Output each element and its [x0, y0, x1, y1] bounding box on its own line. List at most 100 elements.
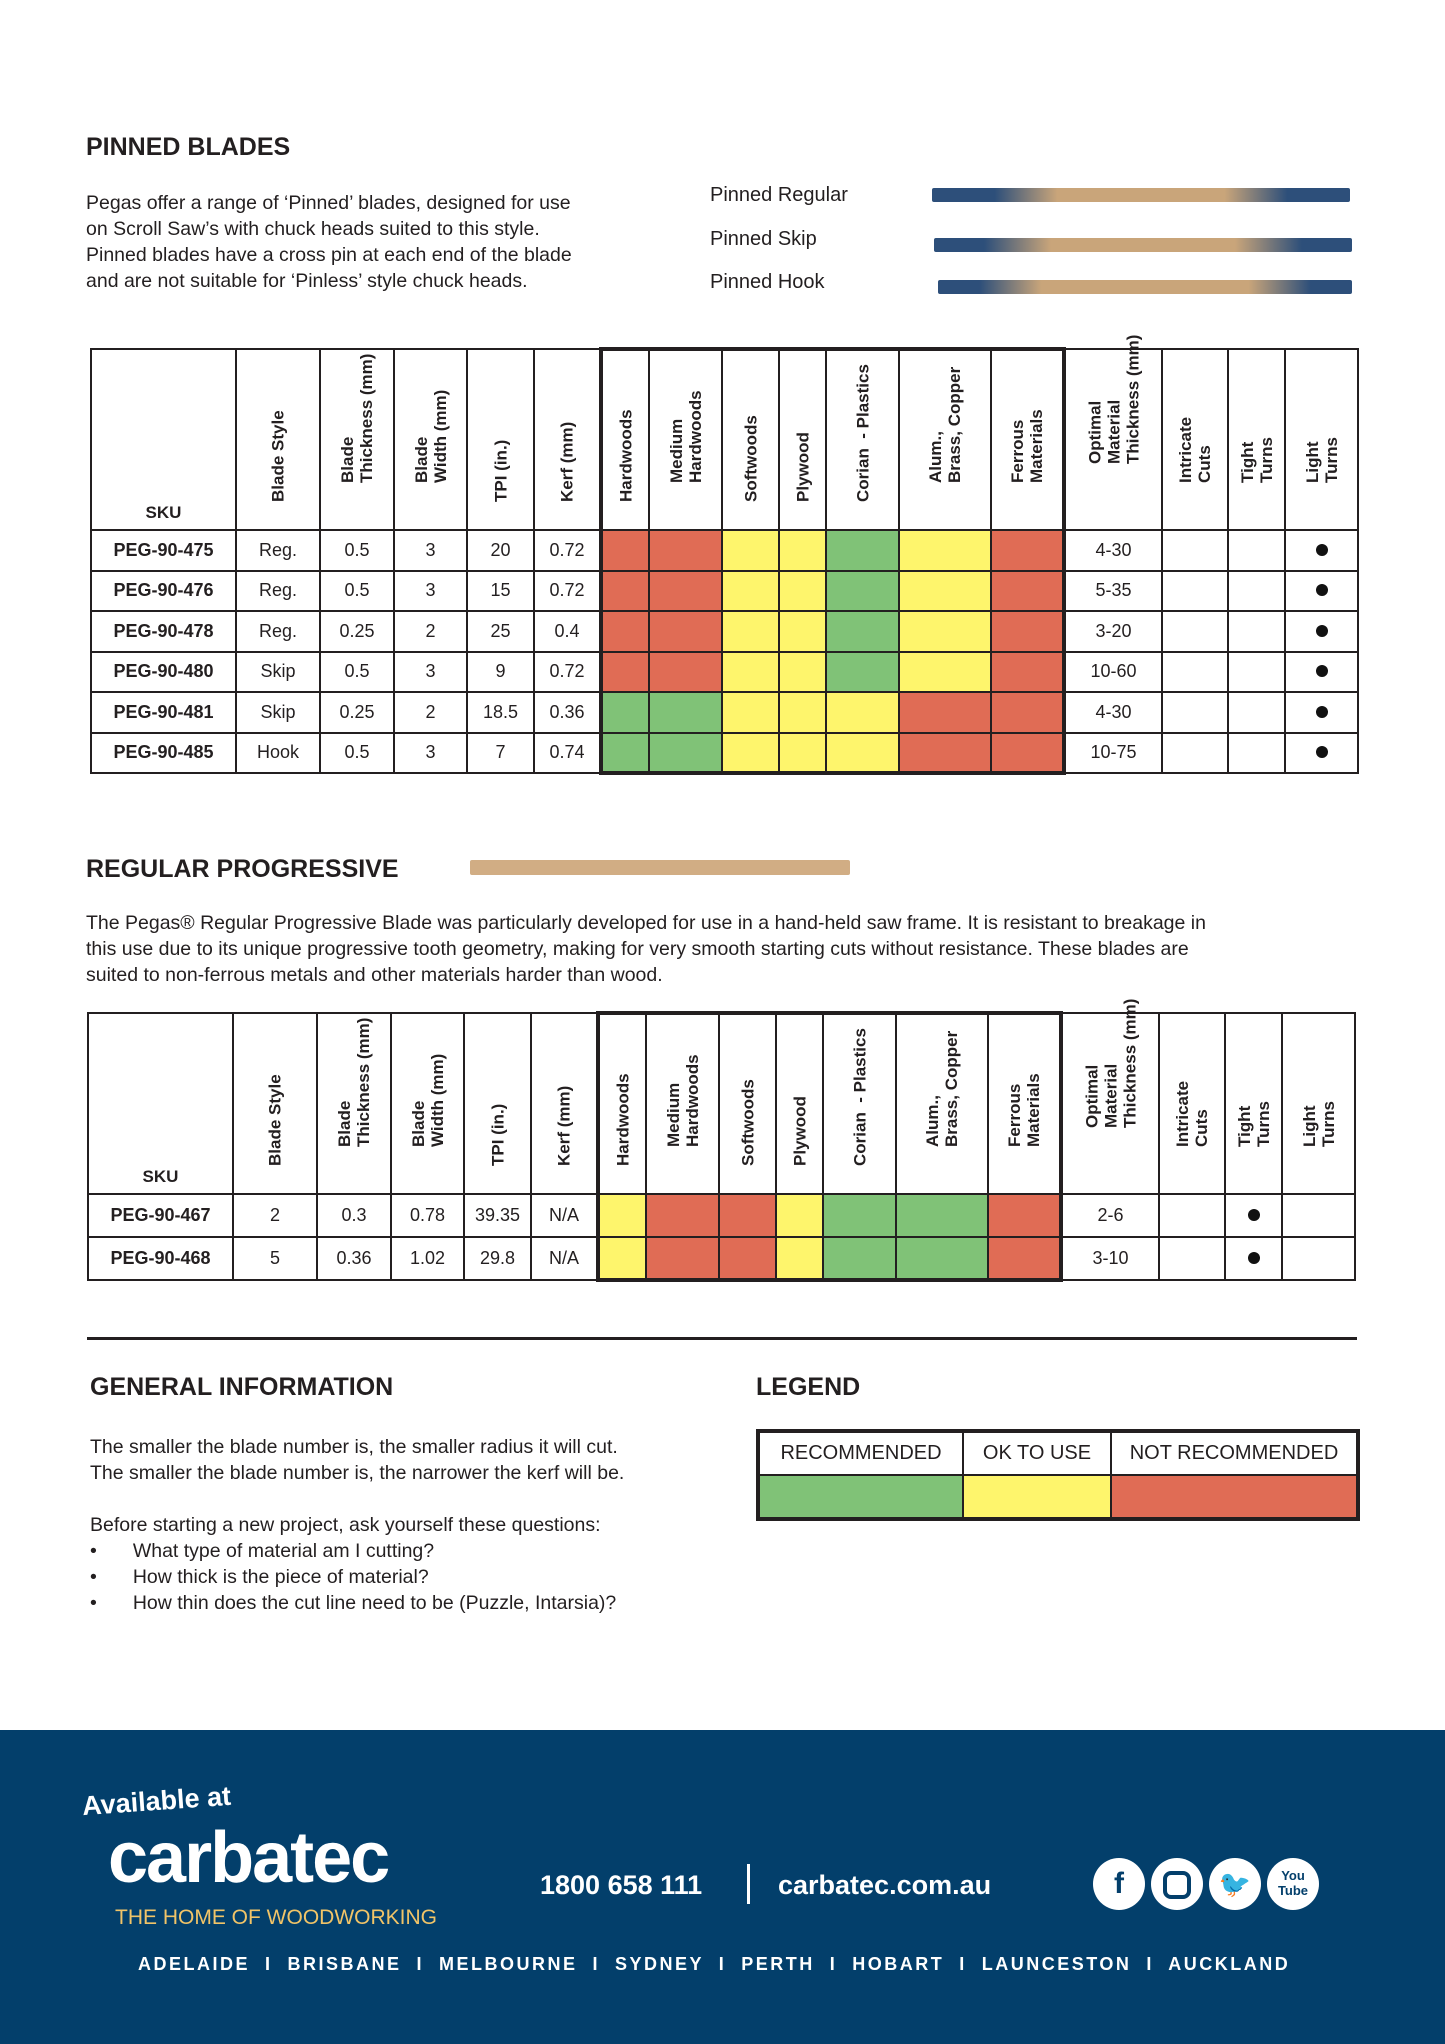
cell-intricate [1161, 569, 1229, 612]
header-label: Kerf (mm) [557, 421, 577, 502]
bullet-item: • How thick is the piece of material? [90, 1566, 429, 1588]
cell-intricate [1161, 610, 1229, 653]
header-label: Plywood [790, 1096, 809, 1166]
header-label: Blade Style [265, 1074, 285, 1166]
cell-thick: 0.5 [319, 569, 395, 612]
material-rating-cell [599, 610, 650, 653]
header-label: Optimal Material Thickness (mm) [1082, 998, 1139, 1128]
material-rating-cell [895, 1193, 989, 1238]
material-rating-cell [825, 569, 900, 612]
header-label: Light Turns [1299, 1101, 1338, 1147]
material-rating-cell [596, 1193, 647, 1238]
material-rating-cell [990, 610, 1066, 653]
material-rating-cell [599, 691, 650, 734]
cell-width: 2 [393, 691, 468, 734]
progressive-title: REGULAR PROGRESSIVE [86, 855, 399, 883]
cell-sku: PEG-90-481 [90, 691, 237, 734]
cell-sku: PEG-90-478 [90, 610, 237, 653]
website-link[interactable]: carbatec.com.au [778, 1870, 992, 1900]
material-rating-cell [648, 610, 723, 653]
header-col: Kerf (mm) [533, 348, 602, 531]
carbatec-logo: carbatec [108, 1818, 390, 1898]
instagram-icon[interactable] [1151, 1858, 1203, 1910]
youtube-icon[interactable]: You Tube [1267, 1858, 1319, 1910]
separator [747, 1864, 750, 1904]
twitter-icon[interactable]: 🐦 [1209, 1858, 1261, 1910]
material-rating-cell [898, 650, 992, 693]
cell-thick: 0.36 [316, 1236, 392, 1281]
legend-ok: OK TO USE [962, 1430, 1112, 1476]
material-rating-cell [825, 610, 900, 653]
tagline: THE HOME OF WOODWORKING [115, 1906, 437, 1929]
table-row: PEG-90-468 5 0.36 1.02 29.8 N/A 3-10 [87, 1236, 1356, 1282]
header-label: Alum., Brass, Copper [926, 366, 964, 483]
material-rating-cell [648, 731, 723, 775]
material-rating-cell [721, 610, 780, 653]
pinned-regular-blade-image [932, 188, 1350, 202]
header-label: Optimal Material Thickness (mm) [1085, 334, 1142, 464]
text-line: suited to non-ferrous metals and other m… [86, 964, 663, 986]
header-col: Alum., Brass, Copper [895, 1011, 989, 1195]
available-at: Available at [81, 1780, 232, 1822]
cell-sku: PEG-90-475 [90, 529, 237, 572]
header-col: Light Turns [1281, 1012, 1356, 1195]
text-line: this use due to its unique progressive t… [86, 938, 1189, 960]
material-rating-cell [898, 569, 992, 612]
cell-optimal-thickness: 3-10 [1060, 1236, 1160, 1281]
header-col: Blade Style [232, 1012, 318, 1195]
facebook-icon[interactable]: f [1093, 1858, 1145, 1910]
cell-tpi: 39.35 [463, 1193, 532, 1238]
material-rating-cell [778, 731, 827, 775]
material-rating-cell [599, 569, 650, 612]
cell-sku: PEG-90-485 [90, 731, 237, 774]
material-rating-cell [825, 691, 900, 734]
cell-kerf: 0.74 [533, 731, 602, 774]
general-text: The smaller the blade number is, the sma… [90, 1434, 624, 1616]
dot-icon [1315, 584, 1328, 597]
material-rating-cell [778, 650, 827, 693]
bullet-item: • What type of material am I cutting? [90, 1540, 435, 1562]
cell-tight [1227, 691, 1286, 734]
bullet-text: How thick is the piece of material? [132, 1566, 429, 1588]
material-rating-cell [778, 610, 827, 653]
material-rating-cell [645, 1193, 720, 1238]
cell-style: 2 [232, 1193, 318, 1238]
cell-sku: PEG-90-476 [90, 569, 237, 612]
cell-width: 3 [393, 529, 468, 572]
header-col: TPI (in.) [463, 1012, 532, 1195]
cell-optimal-thickness: 3-20 [1063, 610, 1163, 653]
cell-width: 3 [393, 650, 468, 693]
text-line: Pegas offer a range of ‘Pinned’ blades, … [86, 192, 571, 214]
header-col: Corian - Plastics [825, 347, 900, 531]
blade-label-hook: Pinned Hook [710, 271, 825, 293]
cell-thick: 0.5 [319, 529, 395, 572]
material-rating-cell [721, 731, 780, 775]
city-list: ADELAIDE I BRISBANE I MELBOURNE I SYDNEY… [138, 1954, 1291, 1974]
cell-tight [1227, 650, 1286, 693]
header-col: Blade Width (mm) [390, 1012, 465, 1195]
material-rating-cell [778, 529, 827, 572]
cell-light [1284, 731, 1359, 774]
header-col: Softwoods [721, 347, 780, 531]
phone[interactable]: 1800 658 111 [540, 1870, 703, 1900]
header-col: Kerf (mm) [530, 1012, 599, 1195]
text-line: on Scroll Saw’s with chuck heads suited … [86, 218, 540, 240]
header-col: Intricate Cuts [1161, 348, 1229, 531]
header-label: Ferrous Materials [1008, 409, 1046, 483]
header-col: Light Turns [1284, 348, 1359, 531]
progressive-table: SKU Blade Style Blade Thickness (mm) Blade … [87, 999, 1356, 1282]
header-col: Medium Hardwoods [645, 1011, 720, 1195]
header-label: Blade Width (mm) [408, 1053, 447, 1147]
header-label: Medium Hardwoods [666, 390, 705, 483]
blade-label-regular: Pinned Regular [710, 184, 848, 206]
header-col: Intricate Cuts [1158, 1012, 1226, 1195]
header-col: Blade Style [235, 348, 321, 531]
general-title: GENERAL INFORMATION [90, 1373, 394, 1401]
header-label: Intricate Cuts [1173, 1080, 1211, 1147]
header-col: Ferrous Materials [987, 1011, 1063, 1195]
header-label: Light Turns [1302, 437, 1341, 483]
header-col: Optimal Material Thickness (mm) [1060, 999, 1160, 1195]
cell-width: 3 [393, 569, 468, 612]
header-col: Tight Turns [1227, 348, 1286, 531]
cell-tpi: 25 [466, 610, 535, 653]
